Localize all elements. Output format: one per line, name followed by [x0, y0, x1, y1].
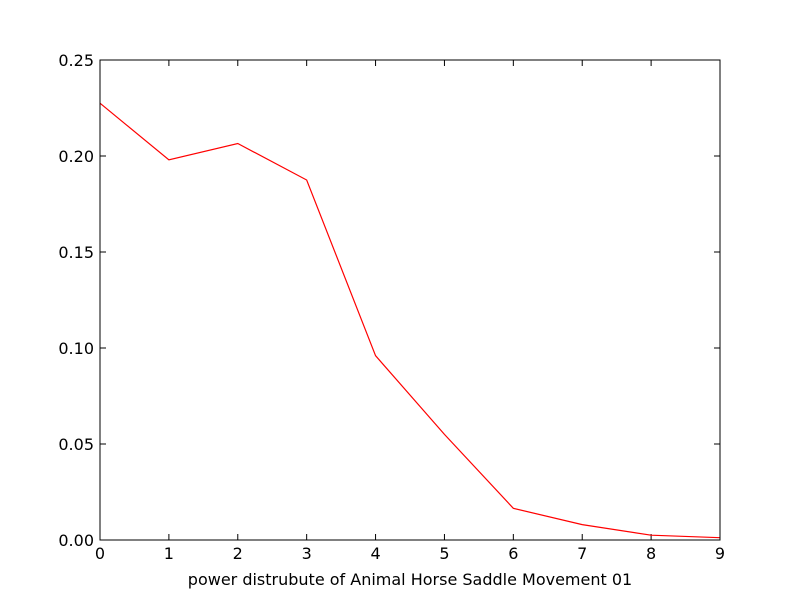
y-tick-label: 0.10 — [58, 339, 94, 358]
x-tick-label: 0 — [95, 544, 105, 563]
x-tick-label: 8 — [646, 544, 656, 563]
x-tick-label: 7 — [577, 544, 587, 563]
x-tick-label: 1 — [164, 544, 174, 563]
x-tick-label: 9 — [715, 544, 725, 563]
x-axis-label: power distrubute of Animal Horse Saddle … — [188, 570, 632, 589]
y-tick-label: 0.05 — [58, 435, 94, 454]
x-tick-label: 5 — [439, 544, 449, 563]
y-tick-label: 0.00 — [58, 531, 94, 550]
y-tick-label: 0.15 — [58, 243, 94, 262]
series-layer — [99, 102, 721, 539]
x-tick-label: 4 — [370, 544, 380, 563]
y-tick-label: 0.20 — [58, 147, 94, 166]
x-tick-label: 2 — [233, 544, 243, 563]
y-tick-label: 0.25 — [58, 51, 94, 70]
x-tick-label: 3 — [302, 544, 312, 563]
x-tick-label: 6 — [508, 544, 518, 563]
plot-frame — [99, 59, 721, 541]
series-line-0 — [99, 102, 721, 539]
